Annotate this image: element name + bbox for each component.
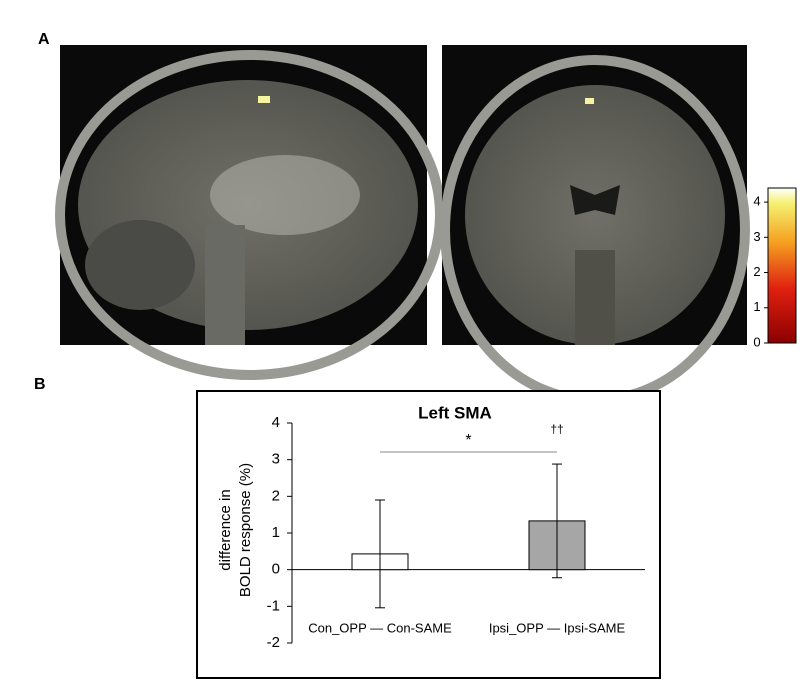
colorbar-tick-label: 0 — [753, 334, 760, 349]
colorbar-tick-label: 4 — [753, 194, 760, 209]
x-tick-label: Con_OPP — Con-SAME — [308, 620, 452, 635]
chart-title: Left SMA — [418, 403, 492, 422]
colorbar-tick-label: 3 — [753, 229, 760, 244]
panel-label: B — [34, 376, 46, 393]
significance-mark: †† — [550, 422, 563, 436]
y-axis-label: BOLD response (%) — [237, 463, 254, 597]
y-tick-label: 1 — [272, 524, 280, 541]
x-tick-label: Ipsi_OPP — Ipsi-SAME — [489, 620, 626, 635]
y-axis-label: difference in — [217, 489, 234, 570]
coronal-image — [440, 45, 750, 405]
panel-label: A — [38, 31, 50, 48]
y-tick-label: 4 — [272, 414, 280, 431]
colorbar — [767, 187, 797, 344]
y-tick-label: 2 — [272, 487, 280, 504]
y-tick-label: 3 — [272, 451, 280, 468]
colorbar-tick-label: 1 — [753, 299, 760, 314]
y-tick-label: -1 — [267, 597, 280, 614]
colorbar-tick-label: 2 — [753, 264, 760, 279]
y-tick-label: -2 — [267, 634, 280, 651]
significance-mark: * — [465, 432, 471, 449]
y-tick-label: 0 — [272, 561, 280, 578]
sagittal-image — [55, 45, 445, 380]
